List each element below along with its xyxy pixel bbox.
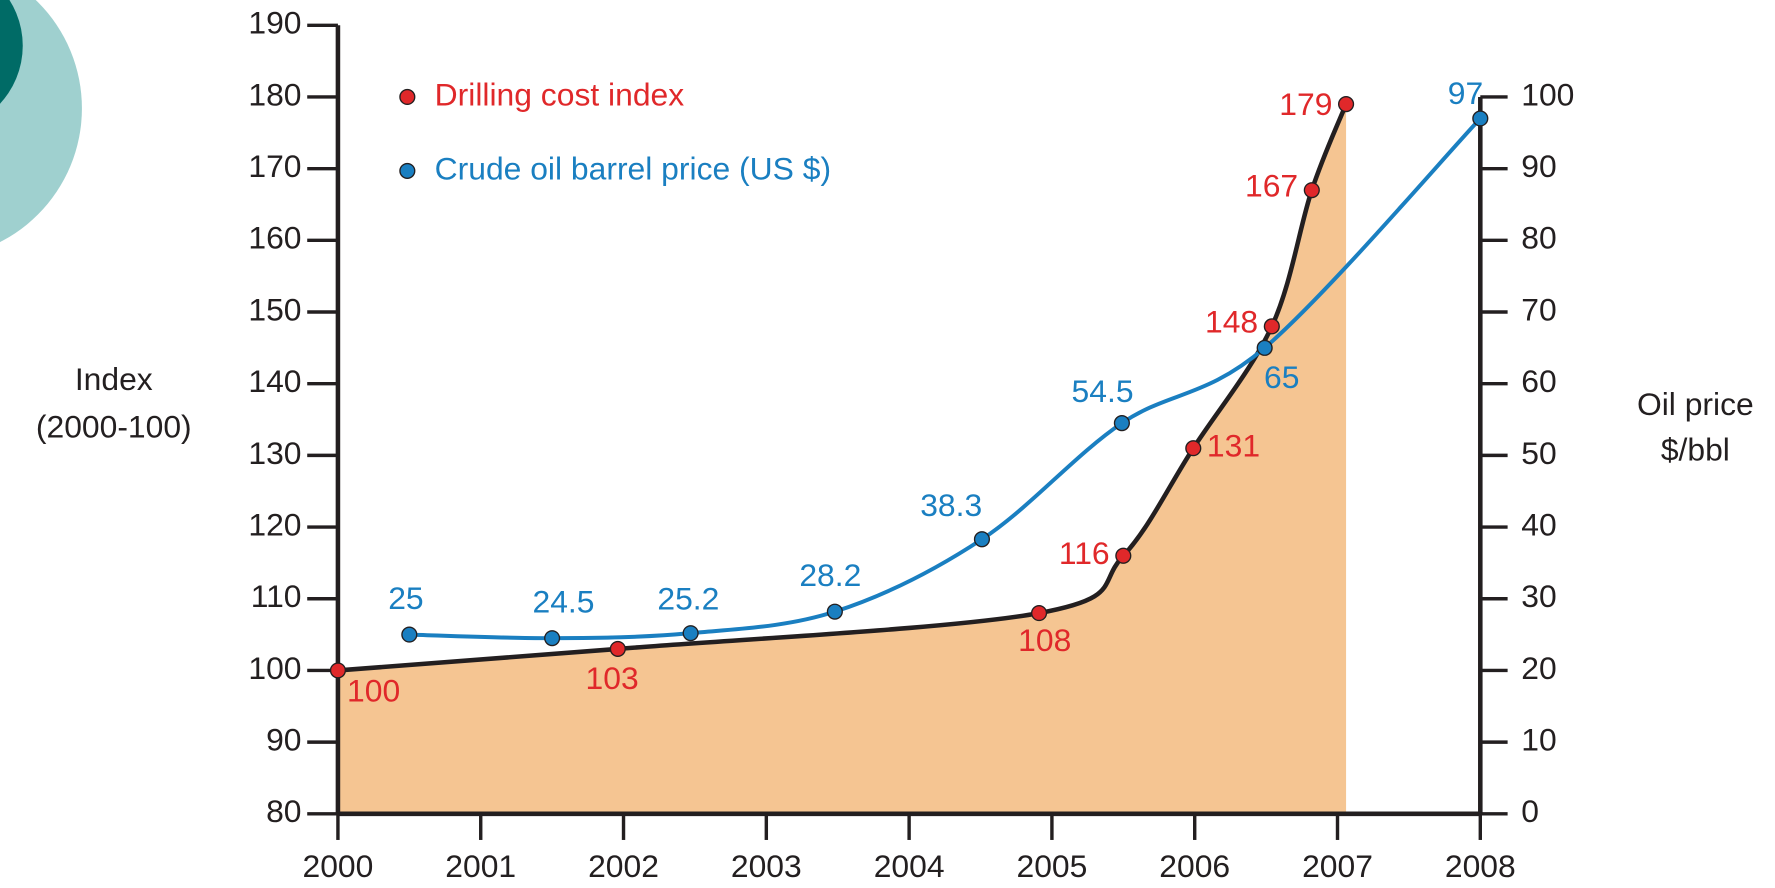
y-tick-label: 80: [266, 793, 301, 829]
legend-marker: [399, 162, 416, 180]
x-tick-label: 2006: [1159, 848, 1230, 884]
y-tick-label: 180: [248, 76, 301, 112]
x-tick-label: 2002: [588, 848, 659, 884]
y2-tick-label: 70: [1521, 291, 1556, 327]
point: [1113, 415, 1130, 432]
x-tick-label: 2000: [303, 848, 374, 884]
y2-tick-label: 60: [1521, 363, 1556, 399]
data-label: 25: [388, 580, 423, 616]
data-label: 28.2: [799, 557, 861, 593]
point: [1472, 110, 1489, 127]
legend-marker: [399, 88, 416, 106]
point: [682, 625, 699, 642]
y-tick-label: 110: [251, 578, 302, 614]
point: [609, 640, 626, 657]
x-tick-label: 2005: [1016, 848, 1087, 884]
y-tick-label: 140: [248, 363, 301, 399]
point: [826, 603, 843, 620]
data-label: 25.2: [657, 581, 719, 617]
y-tick-label: 130: [248, 435, 301, 471]
y-tick-label: 190: [248, 5, 301, 41]
y2-tick-label: 90: [1521, 148, 1556, 184]
data-label: 24.5: [533, 583, 595, 619]
line: [409, 117, 1482, 641]
x-tick-label: 2004: [874, 848, 945, 884]
y2-tick-label: 10: [1521, 722, 1556, 758]
y2-tick-label: 40: [1521, 506, 1556, 542]
point: [1303, 182, 1320, 199]
y2-axis-title: $/bbl: [1661, 431, 1730, 467]
data-label: 38.3: [920, 487, 982, 523]
data-label: 131: [1207, 428, 1260, 464]
point: [401, 626, 418, 643]
x-tick-label: 2003: [731, 848, 802, 884]
x-tick-label: 2008: [1445, 848, 1516, 884]
y2-axis-title: Oil price: [1637, 386, 1754, 422]
data-label: 179: [1279, 86, 1332, 122]
y2-tick-label: 30: [1521, 578, 1556, 614]
y-tick-label: 90: [266, 722, 301, 758]
data-label: 108: [1018, 622, 1071, 658]
y2-tick-label: 80: [1521, 220, 1556, 256]
y2-tick-label: 50: [1521, 435, 1556, 471]
point: [1337, 96, 1355, 113]
decor-circle: [0, 0, 23, 104]
data-label: 97: [1448, 75, 1483, 111]
point: [1115, 547, 1132, 564]
y-tick-label: 170: [248, 148, 301, 184]
legend-label: Drilling cost index: [435, 76, 685, 112]
y-axis-title: (2000-100): [36, 409, 192, 445]
data-label: 100: [347, 673, 400, 709]
point: [544, 630, 561, 647]
y2-tick-label: 0: [1521, 793, 1539, 829]
y2-tick-label: 100: [1521, 76, 1574, 112]
data-label: 148: [1205, 303, 1258, 339]
data-label: 116: [1059, 535, 1110, 571]
data-label: 103: [586, 660, 639, 696]
x-tick-label: 2007: [1302, 848, 1373, 884]
point: [1263, 318, 1280, 335]
x-tick-label: 2001: [445, 848, 516, 884]
legend-label: Crude oil barrel price (US $): [435, 150, 831, 186]
data-label: 54.5: [1072, 373, 1134, 409]
y-axis-title: Index: [75, 361, 153, 397]
point: [1030, 605, 1048, 622]
data-label: 167: [1245, 167, 1298, 203]
y-tick-label: 120: [248, 506, 301, 542]
point: [973, 531, 991, 548]
point: [1256, 339, 1273, 356]
area: [337, 104, 1347, 814]
point: [329, 662, 347, 679]
y-tick-label: 150: [248, 291, 301, 327]
data-label: 65: [1264, 359, 1299, 395]
point: [1185, 440, 1202, 457]
y-tick-label: 160: [248, 220, 301, 256]
y2-tick-label: 20: [1521, 650, 1556, 686]
y-tick-label: 100: [248, 650, 301, 686]
